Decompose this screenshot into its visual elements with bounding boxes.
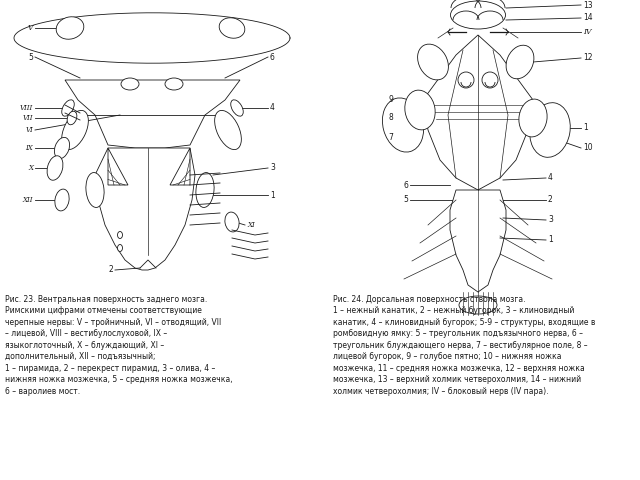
Text: VIII: VIII (20, 104, 33, 112)
Ellipse shape (165, 78, 183, 90)
Text: 4: 4 (548, 173, 553, 182)
Ellipse shape (54, 137, 70, 158)
Text: IV: IV (583, 28, 591, 36)
Text: 7: 7 (388, 133, 393, 143)
Text: 2: 2 (108, 265, 113, 275)
Text: 4: 4 (270, 104, 275, 112)
Ellipse shape (47, 156, 63, 180)
Text: 1: 1 (548, 236, 553, 244)
Text: 3: 3 (548, 216, 553, 225)
Ellipse shape (196, 172, 214, 207)
Polygon shape (450, 190, 506, 292)
Ellipse shape (383, 98, 424, 152)
Text: 12: 12 (583, 53, 593, 62)
Circle shape (482, 72, 498, 88)
Polygon shape (95, 148, 195, 270)
Polygon shape (423, 35, 533, 190)
Ellipse shape (506, 45, 534, 79)
Ellipse shape (405, 90, 435, 130)
Text: 2: 2 (548, 195, 553, 204)
Text: 8: 8 (388, 113, 393, 122)
Ellipse shape (530, 103, 570, 157)
Ellipse shape (118, 244, 122, 252)
Ellipse shape (86, 172, 104, 207)
Text: 1: 1 (270, 191, 275, 200)
Ellipse shape (121, 78, 139, 90)
Text: 14: 14 (583, 13, 593, 23)
Circle shape (458, 72, 474, 88)
Text: 13: 13 (583, 0, 593, 10)
Ellipse shape (417, 44, 449, 80)
Text: Рис. 23. Вентральная поверхность заднего мозга.
Римскими цифрами отмечены соотве: Рис. 23. Вентральная поверхность заднего… (5, 295, 232, 396)
Ellipse shape (56, 17, 84, 39)
Text: 6: 6 (403, 180, 408, 190)
Text: VII: VII (22, 114, 33, 122)
Text: XI: XI (247, 221, 255, 229)
Ellipse shape (118, 231, 122, 239)
Text: XII: XII (22, 196, 33, 204)
Text: IX: IX (25, 144, 33, 152)
Ellipse shape (459, 296, 497, 314)
Ellipse shape (67, 111, 77, 125)
Polygon shape (65, 80, 240, 148)
Ellipse shape (214, 110, 241, 150)
Text: 9: 9 (388, 96, 393, 105)
Text: Рис. 24. Дорсальная поверхность ствола мозга.
1 – нежный канатик, 2 – нежный буг: Рис. 24. Дорсальная поверхность ствола м… (333, 295, 595, 396)
Ellipse shape (55, 189, 69, 211)
Ellipse shape (451, 1, 506, 29)
Text: 5: 5 (403, 195, 408, 204)
Ellipse shape (225, 212, 239, 232)
Polygon shape (108, 148, 128, 185)
Ellipse shape (519, 99, 547, 137)
Text: 1: 1 (583, 123, 588, 132)
Text: 10: 10 (583, 144, 593, 153)
Text: X: X (28, 164, 33, 172)
Polygon shape (170, 148, 190, 185)
Text: V: V (28, 24, 33, 32)
Text: VI: VI (25, 126, 33, 134)
Text: 5: 5 (28, 52, 33, 61)
Ellipse shape (231, 100, 243, 116)
Ellipse shape (61, 110, 88, 150)
Ellipse shape (219, 18, 245, 38)
Text: 6: 6 (270, 52, 275, 61)
Ellipse shape (61, 100, 74, 116)
Text: 3: 3 (270, 164, 275, 172)
